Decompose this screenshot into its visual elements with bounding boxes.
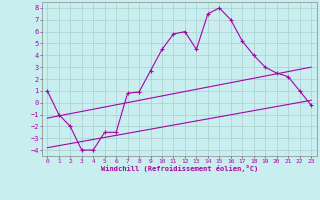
X-axis label: Windchill (Refroidissement éolien,°C): Windchill (Refroidissement éolien,°C) xyxy=(100,165,258,172)
